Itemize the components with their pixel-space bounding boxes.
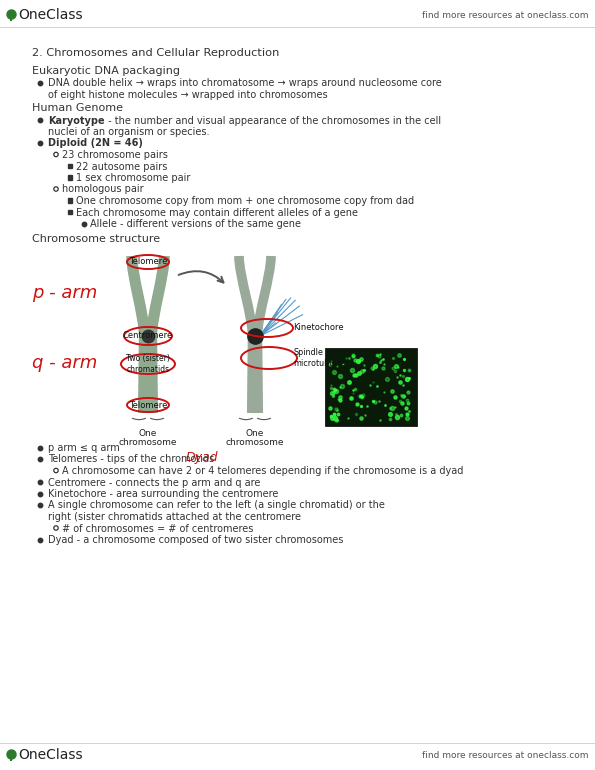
Text: One: One — [139, 429, 157, 438]
Text: Human Genome: Human Genome — [32, 103, 123, 113]
Text: Kinetochore - area surrounding the centromere: Kinetochore - area surrounding the centr… — [48, 489, 278, 499]
Text: Centromere: Centromere — [123, 332, 173, 340]
Text: chromosome: chromosome — [226, 438, 284, 447]
Text: Telomere: Telomere — [129, 257, 167, 266]
Bar — [68, 209, 72, 214]
Text: 1 sex chromosome pair: 1 sex chromosome pair — [76, 173, 190, 183]
Text: Two (sister)
chromatids: Two (sister) chromatids — [126, 354, 170, 373]
Text: OneClass: OneClass — [18, 748, 83, 762]
Text: p - arm: p - arm — [32, 284, 97, 302]
Text: find more resources at oneclass.com: find more resources at oneclass.com — [422, 751, 589, 759]
Text: A single chromosome can refer to the left (a single chromatid) or the: A single chromosome can refer to the lef… — [48, 500, 385, 511]
Text: Chromosome structure: Chromosome structure — [32, 235, 160, 245]
Text: Dyad: Dyad — [185, 451, 218, 464]
Text: 23 chromosome pairs: 23 chromosome pairs — [62, 150, 168, 160]
Text: 2. Chromosomes and Cellular Reproduction: 2. Chromosomes and Cellular Reproduction — [32, 48, 280, 58]
Text: of eight histone molecules → wrapped into chromosomes: of eight histone molecules → wrapped int… — [48, 89, 328, 99]
Text: - the number and visual appearance of the chromosomes in the cell: - the number and visual appearance of th… — [105, 116, 441, 126]
Text: One chromosome copy from mom + one chromosome copy from dad: One chromosome copy from mom + one chrom… — [76, 196, 414, 206]
Text: # of chromosomes = # of centromeres: # of chromosomes = # of centromeres — [62, 524, 253, 534]
Text: One: One — [246, 429, 264, 438]
Text: Diploid (2N = 46): Diploid (2N = 46) — [48, 139, 143, 149]
Text: DNA double helix → wraps into chromatosome → wraps around nucleosome core: DNA double helix → wraps into chromatoso… — [48, 78, 441, 88]
Text: 22 autosome pairs: 22 autosome pairs — [76, 162, 167, 172]
Text: find more resources at oneclass.com: find more resources at oneclass.com — [422, 11, 589, 19]
Text: Centromere - connects the p arm and q are: Centromere - connects the p arm and q ar… — [48, 477, 261, 487]
Text: OneClass: OneClass — [18, 8, 83, 22]
Text: p arm ≤ q arm: p arm ≤ q arm — [48, 443, 120, 453]
Text: right (sister chromatids attached at the centromere: right (sister chromatids attached at the… — [48, 512, 301, 522]
Text: q - arm: q - arm — [32, 354, 97, 372]
Text: Dyad - a chromosome composed of two sister chromosomes: Dyad - a chromosome composed of two sist… — [48, 535, 343, 545]
Text: Allele - different versions of the same gene: Allele - different versions of the same … — [90, 219, 301, 229]
Text: Telomere: Telomere — [129, 400, 167, 410]
Bar — [68, 176, 72, 179]
Text: Telomeres - tips of the chromotids: Telomeres - tips of the chromotids — [48, 454, 214, 464]
Text: Kinetochore: Kinetochore — [293, 323, 344, 333]
Text: Spindle
microtubules: Spindle microtubules — [293, 348, 346, 368]
Text: homologous pair: homologous pair — [62, 185, 143, 195]
Text: nuclei of an organism or species.: nuclei of an organism or species. — [48, 127, 209, 137]
Bar — [68, 164, 72, 168]
FancyBboxPatch shape — [325, 348, 417, 426]
Text: Karyotype: Karyotype — [48, 116, 105, 126]
Bar — [68, 199, 72, 203]
Text: Eukaryotic DNA packaging: Eukaryotic DNA packaging — [32, 65, 180, 75]
Text: chromosome: chromosome — [119, 438, 177, 447]
Text: Each chromosome may contain different alleles of a gene: Each chromosome may contain different al… — [76, 207, 358, 217]
Text: A chromosome can have 2 or 4 telomeres depending if the chromosome is a dyad: A chromosome can have 2 or 4 telomeres d… — [62, 466, 464, 476]
